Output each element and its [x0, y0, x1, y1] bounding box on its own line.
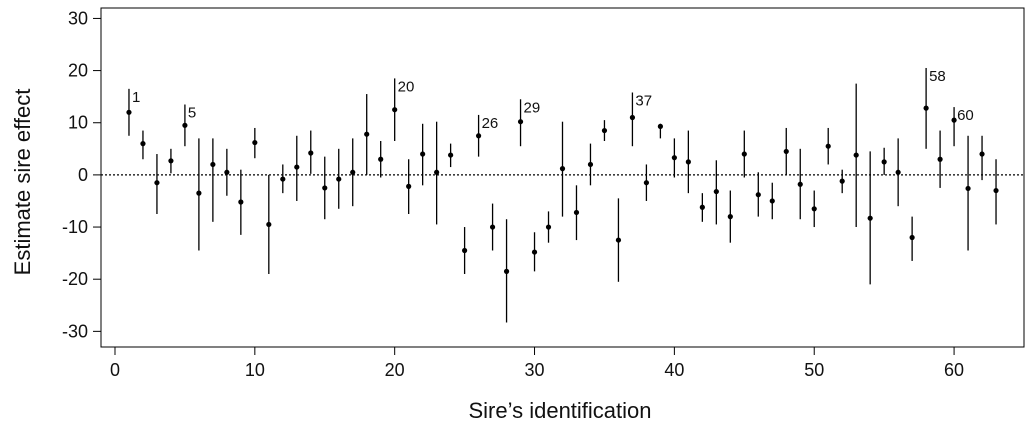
y-tick-label: -30 [62, 321, 88, 341]
data-point [462, 247, 468, 254]
data-point [685, 159, 691, 165]
data-point [168, 158, 174, 164]
data-point [378, 156, 384, 162]
data-point [769, 198, 775, 204]
data-point [867, 215, 873, 221]
data-point [741, 151, 747, 157]
data-point [517, 119, 524, 125]
y-axis: -30 -20 -10 0 10 20 30 [62, 8, 101, 341]
data-point [643, 180, 650, 186]
data-point [629, 114, 636, 121]
data-point [657, 123, 663, 129]
data-point [993, 187, 999, 194]
data-point [420, 151, 426, 157]
data-point [308, 150, 314, 156]
data-point [881, 159, 887, 165]
data-point [182, 122, 188, 128]
data-point [336, 176, 342, 182]
x-tick-label: 40 [664, 360, 684, 380]
data-point [448, 152, 454, 158]
data-point [126, 109, 132, 115]
x-tick-label: 0 [110, 360, 120, 380]
data-point [210, 161, 216, 168]
data-point [531, 249, 538, 255]
data-point [937, 156, 943, 162]
x-tick-label: 10 [245, 360, 265, 380]
data-point [587, 161, 594, 168]
data-point [909, 234, 915, 241]
data-point [573, 209, 580, 216]
data-point [755, 192, 761, 198]
data-point [364, 131, 370, 137]
data-point [895, 169, 901, 175]
data-point [615, 237, 622, 243]
data-point [196, 190, 202, 196]
x-tick-label: 30 [525, 360, 545, 380]
data-point [266, 221, 272, 228]
data-point [238, 199, 244, 205]
data-point [839, 178, 845, 184]
data-point [671, 155, 677, 161]
data-point [727, 214, 733, 220]
data-point [154, 180, 160, 186]
point-label: 60 [957, 107, 974, 124]
data-point [406, 183, 412, 189]
data-point [601, 127, 608, 134]
data-point [699, 204, 705, 210]
data-point [797, 181, 803, 187]
point-annotations: 1 5 20 26 29 37 58 60 [132, 68, 974, 132]
data-point [545, 224, 552, 230]
y-tick-label: 30 [68, 8, 88, 28]
y-tick-label: 0 [78, 165, 88, 185]
point-label: 58 [929, 68, 946, 85]
data-points [126, 105, 999, 274]
data-point [350, 169, 356, 175]
point-label: 5 [188, 104, 196, 121]
data-point [294, 164, 300, 170]
data-point [224, 169, 230, 175]
data-point [434, 169, 440, 175]
data-point [322, 185, 328, 191]
data-point [825, 143, 831, 149]
data-point [475, 133, 482, 139]
plot-frame [100, 7, 1025, 348]
data-point [951, 117, 957, 123]
y-tick-label: -20 [62, 269, 88, 289]
data-point [783, 148, 789, 155]
data-point [965, 185, 971, 192]
point-label: 1 [132, 89, 140, 106]
data-point [252, 139, 258, 146]
error-bars [128, 67, 997, 323]
x-tick-label: 50 [804, 360, 824, 380]
x-axis: 0 10 20 30 40 50 60 [110, 347, 964, 380]
point-label: 37 [635, 92, 652, 109]
x-tick-label: 60 [944, 360, 964, 380]
data-point [559, 166, 566, 172]
y-tick-label: 10 [68, 113, 88, 133]
y-tick-label: 20 [68, 61, 88, 81]
data-point [713, 188, 719, 195]
y-tick-label: -10 [62, 217, 88, 237]
data-point [853, 152, 859, 158]
x-axis-title: Sire’s identification [468, 398, 651, 423]
data-point [503, 268, 510, 274]
y-axis-title: Estimate sire effect [10, 89, 35, 276]
data-point [280, 176, 286, 182]
point-label: 26 [482, 115, 499, 132]
data-point [979, 151, 985, 157]
point-label: 20 [398, 78, 415, 95]
data-point [811, 206, 817, 212]
plot-border [100, 7, 1025, 348]
data-point [923, 105, 929, 111]
data-point [140, 141, 146, 147]
x-tick-label: 20 [385, 360, 405, 380]
data-point [489, 224, 496, 230]
data-point [392, 107, 398, 113]
point-label: 29 [524, 99, 541, 116]
